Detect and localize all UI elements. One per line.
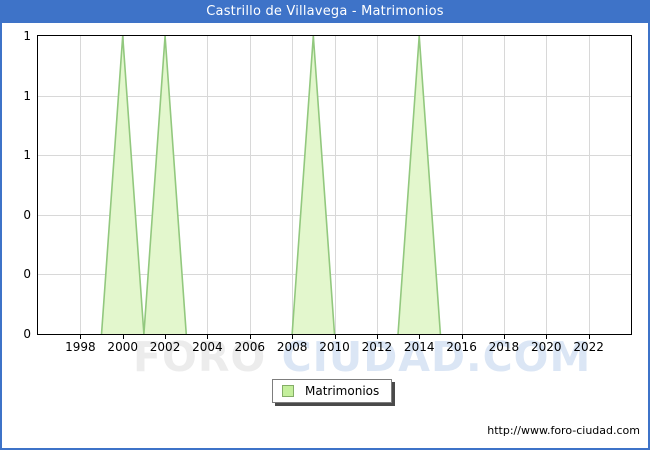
area-spike-2009: [292, 36, 335, 334]
footer-url: http://www.foro-ciudad.com: [487, 424, 640, 437]
v-gridline: [376, 36, 378, 334]
area-spike-2002: [143, 36, 187, 334]
x-tick-label: 2000: [107, 340, 138, 354]
x-tick-label: 2008: [276, 340, 308, 354]
y-tick-label: 0: [23, 327, 31, 341]
x-tick-label: 2010: [319, 340, 350, 354]
line-spike-2014: [397, 36, 442, 334]
x-tick-label: 2004: [192, 340, 223, 354]
x-tick-mark: [334, 335, 336, 339]
line-spike-2000: [100, 36, 145, 334]
line-spike-2009: [291, 36, 336, 334]
x-tick-mark: [546, 335, 548, 339]
x-tick-label: 1998: [65, 340, 96, 354]
y-tick-label: 1: [23, 148, 31, 163]
area-spike-2000: [101, 36, 144, 334]
x-tick-label: 2020: [531, 340, 562, 354]
x-tick-mark: [80, 335, 82, 339]
x-tick-label: 2002: [149, 340, 181, 354]
v-gridline: [461, 36, 463, 334]
v-gridline: [292, 36, 294, 334]
v-gridline: [249, 36, 251, 334]
x-tick-mark: [376, 335, 378, 339]
y-tick-label: 1: [23, 88, 31, 103]
chart-title-bar: Castrillo de Villavega - Matrimonios: [0, 0, 650, 23]
y-tick-label: 1: [23, 29, 31, 43]
line-spike-2002: [143, 36, 188, 334]
x-tick-mark: [122, 335, 124, 339]
x-tick-label: 2016: [446, 340, 477, 354]
x-tick-mark: [503, 335, 505, 339]
x-tick-label: 2012: [361, 340, 393, 354]
x-tick-mark: [292, 335, 294, 339]
legend-label: Matrimonios: [305, 384, 380, 398]
area-series-matrimonios: [100, 36, 442, 334]
x-tick-label: 2018: [488, 340, 520, 354]
plot-area: [37, 35, 632, 335]
x-tick-mark: [419, 335, 421, 339]
v-gridline: [334, 36, 336, 334]
x-tick-label: 2006: [234, 340, 266, 354]
v-gridline: [588, 36, 590, 334]
v-gridline: [80, 36, 82, 334]
v-gridline: [503, 36, 505, 334]
v-gridline: [207, 36, 209, 334]
y-tick-label: 0: [23, 267, 31, 282]
legend-box: Matrimonios: [272, 379, 393, 403]
x-tick-label: 2014: [403, 340, 435, 354]
x-tick-mark: [207, 335, 209, 339]
x-tick-mark: [165, 335, 167, 339]
y-tick-label: 0: [23, 207, 31, 222]
x-tick-mark: [588, 335, 590, 339]
chart-title: Castrillo de Villavega - Matrimonios: [206, 4, 444, 19]
x-tick-label: 2022: [573, 340, 604, 354]
legend-swatch-icon: [282, 385, 294, 397]
v-gridline: [546, 36, 548, 334]
x-tick-mark: [249, 335, 251, 339]
area-spike-2014: [398, 36, 441, 334]
x-tick-mark: [461, 335, 463, 339]
